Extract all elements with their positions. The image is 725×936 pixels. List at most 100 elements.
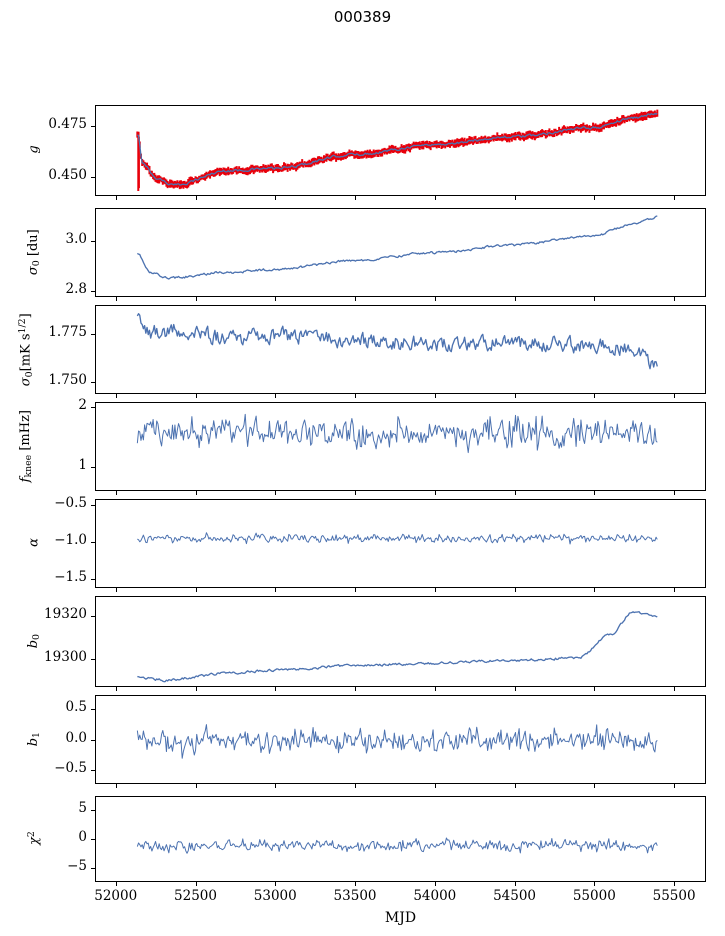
- panel-sigma0-du-xtick-mark: [674, 297, 676, 301]
- x-axis-tick-label: 54000: [413, 888, 457, 904]
- panel-fknee: [95, 402, 706, 491]
- panel-g-xtick-mark: [275, 196, 277, 200]
- panel-b0-xtick-mark: [275, 687, 277, 691]
- panel-fknee-ytick-label: 2: [78, 396, 87, 413]
- panel-sigma0-mks-plot-area: [136, 313, 658, 370]
- x-axis-tick-label: 54500: [493, 888, 537, 904]
- panel-sigma0-mks-xtick-mark: [434, 394, 436, 398]
- panel-chi2-xtick-mark: [115, 882, 117, 886]
- panel-alpha-xtick-mark: [355, 588, 357, 592]
- panel-g-xtick-mark: [674, 196, 676, 200]
- panel-fknee-xtick-mark: [275, 491, 277, 495]
- panel-b1: [95, 695, 706, 784]
- panel-b0-xtick-mark: [115, 687, 117, 691]
- panel-chi2-ytick-label: 5: [78, 799, 87, 816]
- panel-chi2-xtick-mark: [674, 882, 676, 886]
- panel-g-xtick-mark: [355, 196, 357, 200]
- panel-b0-xtick-mark: [434, 687, 436, 691]
- panel-b0-plot-area: [137, 611, 658, 683]
- panel-b0-ytick-mark: [91, 658, 95, 660]
- panel-sigma0-du-ytick-label: 2.8: [65, 280, 87, 297]
- panel-fknee-xtick-mark: [355, 491, 357, 495]
- panel-sigma0-mks-xtick-mark: [514, 394, 516, 398]
- panel-b1-ytick-mark: [91, 739, 95, 741]
- panel-alpha-ytick-label: −0.5: [54, 494, 87, 511]
- panel-g-xtick-mark: [195, 196, 197, 200]
- panel-alpha-ytick-mark: [91, 542, 95, 544]
- x-axis-tick-label: 53500: [333, 888, 377, 904]
- panel-alpha-frame: [95, 499, 706, 588]
- x-axis-tick-label: 55500: [652, 888, 696, 904]
- panel-sigma0-du-xtick-mark: [275, 297, 277, 301]
- panel-b1-xtick-mark: [514, 784, 516, 788]
- panel-b0-ytick-mark: [91, 615, 95, 617]
- panel-sigma0-mks-frame: [95, 305, 706, 394]
- panel-chi2-ytick-label: 0: [78, 829, 87, 845]
- panel-b0-frame: [95, 596, 706, 687]
- panel-b1-xtick-mark: [115, 784, 117, 788]
- panel-fknee-ytick-label: 1: [78, 456, 87, 473]
- panel-g-ytick-label: 0.475: [48, 116, 87, 133]
- panel-alpha-ytick-mark: [91, 504, 95, 507]
- panel-alpha-xtick-mark: [275, 588, 277, 592]
- panel-fknee-xtick-mark: [674, 491, 676, 495]
- panel-sigma0-du-xtick-mark: [355, 297, 357, 301]
- panel-g-ytick-label: 0.450: [48, 166, 87, 183]
- panel-sigma0-du-ytick-label: 3.0: [65, 230, 87, 247]
- panel-b0-ytick-label: 19320: [44, 605, 87, 622]
- panel-b1-xtick-mark: [195, 784, 197, 788]
- panel-g-xtick-mark: [434, 196, 436, 200]
- panel-chi2-line: [136, 837, 658, 854]
- panel-b0-ytick-label: 19300: [44, 648, 87, 665]
- panel-fknee-line: [136, 413, 658, 454]
- x-axis-tick-label: 52500: [174, 888, 217, 904]
- panel-alpha-xtick-mark: [674, 588, 676, 592]
- panel-sigma0-du-ytick-mark: [91, 290, 95, 292]
- panel-g: [95, 105, 706, 196]
- x-axis-tick-label: 52000: [94, 888, 138, 904]
- panel-chi2-ytick-mark: [91, 868, 95, 870]
- panel-alpha-xtick-mark: [115, 588, 117, 592]
- panel-sigma0-mks-xtick-mark: [594, 394, 596, 398]
- panel-sigma0-du: [95, 208, 706, 297]
- panel-b1-xtick-mark: [434, 784, 436, 788]
- panel-chi2: [95, 796, 706, 882]
- panel-b0-xtick-mark: [594, 687, 596, 691]
- panel-chi2-xtick-mark: [434, 882, 436, 886]
- panel-sigma0-du-xtick-mark: [594, 297, 596, 301]
- panel-chi2-ytick-mark: [91, 839, 95, 841]
- panel-sigma0-mks-xtick-mark: [674, 394, 676, 398]
- x-axis-tick-label: 53000: [253, 888, 297, 904]
- panel-sigma0-mks: [95, 305, 706, 394]
- panel-chi2-frame: [95, 796, 706, 882]
- panel-g-xtick-mark: [594, 196, 596, 200]
- panel-alpha-line: [137, 532, 658, 545]
- panel-b0-xtick-mark: [674, 687, 676, 691]
- panel-sigma0-mks-xtick-mark: [195, 394, 197, 398]
- x-axis-label: MJD: [384, 910, 417, 926]
- panel-fknee-xtick-mark: [594, 491, 596, 495]
- panel-fknee-xtick-mark: [115, 491, 117, 495]
- panel-g-line: [137, 112, 658, 186]
- panel-alpha-ytick-mark: [91, 579, 95, 581]
- panel-b0-xtick-mark: [514, 687, 516, 691]
- panel-fknee-ytick-mark: [91, 406, 95, 408]
- panel-alpha-ytick-label: −1.0: [54, 532, 87, 549]
- panel-b1-ytick-label: 0.0: [65, 729, 87, 746]
- panel-chi2-xtick-mark: [355, 882, 357, 886]
- panel-g-xtick-mark: [514, 196, 516, 200]
- panel-alpha-xtick-mark: [434, 588, 436, 592]
- panel-sigma0-mks-line: [136, 313, 658, 370]
- panel-b0-xtick-mark: [355, 687, 357, 691]
- panel-sigma0-mks-xtick-mark: [355, 394, 357, 398]
- panel-fknee-ytick-mark: [91, 466, 95, 469]
- panel-chi2-plot-area: [136, 837, 658, 854]
- panel-chi2-xtick-mark: [514, 882, 516, 886]
- panel-b0-line: [137, 611, 658, 683]
- panel-g-ytick-mark: [91, 126, 95, 128]
- panel-b1-ytick-label: 0.5: [65, 698, 87, 715]
- panel-sigma0-mks-ytick-mark: [91, 381, 95, 383]
- panel-g-plot-area: [136, 109, 659, 192]
- panel-sigma0-du-xtick-mark: [195, 297, 197, 301]
